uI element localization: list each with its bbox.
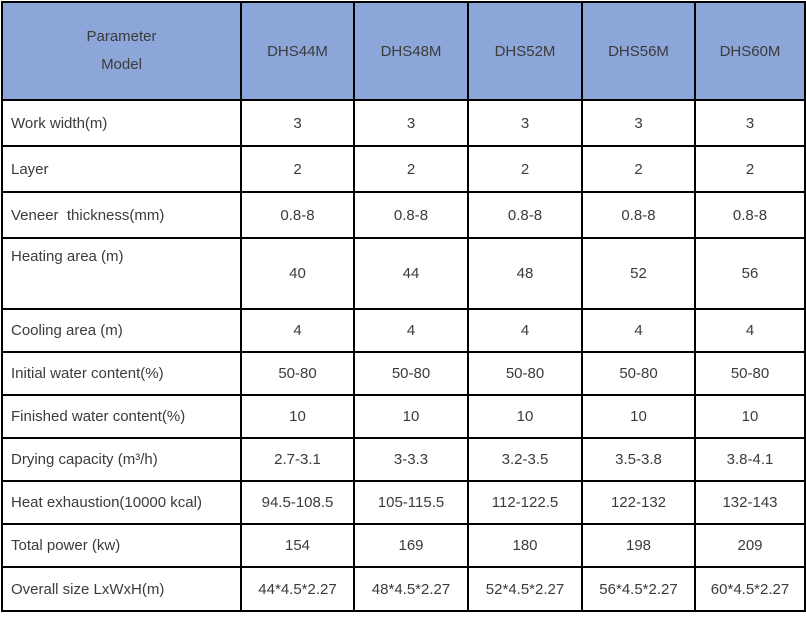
table-row-overall-size: Overall size LxWxH(m) 44*4.5*2.27 48*4.5… [1,566,806,612]
table-row-drying-capacity: Drying capacity (m³/h) 2.7-3.1 3-3.3 3.2… [1,437,806,482]
column-header-dhs44m: DHS44M [240,1,355,101]
table-row-finished-water-content: Finished water content(%) 10 10 10 10 10 [1,394,806,439]
cell-value: 4 [581,308,696,353]
cell-value: 169 [353,523,469,568]
table-row-heating-area: Heating area (m) 40 44 48 52 56 [1,237,806,310]
cell-value: 10 [353,394,469,439]
cell-value: 50-80 [694,351,806,396]
cell-value: 52*4.5*2.27 [467,566,583,612]
cell-value: 209 [694,523,806,568]
cell-value: 40 [240,237,355,310]
cell-value: 2.7-3.1 [240,437,355,482]
cell-value: 3 [581,99,696,147]
cell-value: 3.8-4.1 [694,437,806,482]
table-row-cooling-area: Cooling area (m) 4 4 4 4 4 [1,308,806,353]
table-row-layer: Layer 2 2 2 2 2 [1,145,806,193]
cell-value: 4 [694,308,806,353]
cell-value: 4 [353,308,469,353]
cell-value: 10 [694,394,806,439]
cell-value: 3 [353,99,469,147]
cell-value: 50-80 [240,351,355,396]
cell-value: 48 [467,237,583,310]
cell-value: 180 [467,523,583,568]
cell-value: 122-132 [581,480,696,525]
cell-value: 3.5-3.8 [581,437,696,482]
cell-value: 0.8-8 [581,191,696,239]
table-row-total-power: Total power (kw) 154 169 180 198 209 [1,523,806,568]
table-row-heat-exhaustion: Heat exhaustion(10000 kcal) 94.5-108.5 1… [1,480,806,525]
column-header-dhs52m: DHS52M [467,1,583,101]
cell-value: 0.8-8 [353,191,469,239]
cell-value: 2 [694,145,806,193]
row-label: Initial water content(%) [1,351,242,396]
spec-table-container: Parameter Model DHS44M DHS48M DHS52M DHS… [1,1,806,612]
cell-value: 3-3.3 [353,437,469,482]
cell-value: 3 [240,99,355,147]
cell-value: 3 [467,99,583,147]
cell-value: 4 [240,308,355,353]
table-row-veneer-thickness: Veneer thickness(mm) 0.8-8 0.8-8 0.8-8 0… [1,191,806,239]
row-label: Heating area (m) [1,237,242,310]
row-label: Finished water content(%) [1,394,242,439]
row-label: Overall size LxWxH(m) [1,566,242,612]
cell-value: 52 [581,237,696,310]
parameter-label: Parameter [86,28,157,45]
cell-value: 154 [240,523,355,568]
cell-value: 10 [240,394,355,439]
cell-value: 94.5-108.5 [240,480,355,525]
cell-value: 50-80 [581,351,696,396]
row-label: Total power (kw) [1,523,242,568]
cell-value: 56*4.5*2.27 [581,566,696,612]
cell-value: 2 [353,145,469,193]
cell-value: 3 [694,99,806,147]
column-header-dhs56m: DHS56M [581,1,696,101]
header-row: Parameter Model DHS44M DHS48M DHS52M DHS… [1,1,806,101]
cell-value: 60*4.5*2.27 [694,566,806,612]
column-header-dhs48m: DHS48M [353,1,469,101]
cell-value: 2 [467,145,583,193]
cell-value: 3.2-3.5 [467,437,583,482]
cell-value: 50-80 [353,351,469,396]
parameter-model-header-cell: Parameter Model [1,1,242,101]
cell-value: 112-122.5 [467,480,583,525]
spec-table: Parameter Model DHS44M DHS48M DHS52M DHS… [1,1,806,612]
column-header-dhs60m: DHS60M [694,1,806,101]
row-label: Drying capacity (m³/h) [1,437,242,482]
cell-value: 2 [581,145,696,193]
cell-value: 48*4.5*2.27 [353,566,469,612]
cell-value: 0.8-8 [240,191,355,239]
cell-value: 2 [240,145,355,193]
cell-value: 56 [694,237,806,310]
row-label: Veneer thickness(mm) [1,191,242,239]
cell-value: 198 [581,523,696,568]
cell-value: 132-143 [694,480,806,525]
cell-value: 4 [467,308,583,353]
cell-value: 44*4.5*2.27 [240,566,355,612]
row-label: Layer [1,145,242,193]
row-label: Work width(m) [1,99,242,147]
model-label: Model [101,56,142,73]
cell-value: 50-80 [467,351,583,396]
cell-value: 0.8-8 [694,191,806,239]
cell-value: 105-115.5 [353,480,469,525]
row-label: Cooling area (m) [1,308,242,353]
table-row-initial-water-content: Initial water content(%) 50-80 50-80 50-… [1,351,806,396]
cell-value: 10 [581,394,696,439]
table-row-work-width: Work width(m) 3 3 3 3 3 [1,99,806,147]
cell-value: 0.8-8 [467,191,583,239]
cell-value: 10 [467,394,583,439]
cell-value: 44 [353,237,469,310]
row-label: Heat exhaustion(10000 kcal) [1,480,242,525]
